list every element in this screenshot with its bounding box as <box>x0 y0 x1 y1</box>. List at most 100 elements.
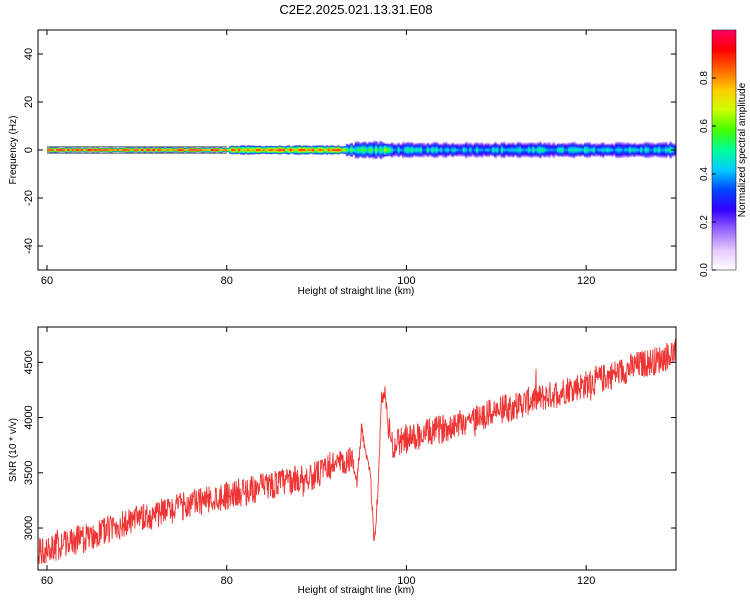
snr-panel: 60 80 100 120 3000 3500 4000 4500 Height of st… <box>8 326 677 596</box>
spectrogram-cell <box>426 141 430 159</box>
spectrogram-cell <box>383 142 387 158</box>
spectrogram-cell <box>538 140 542 160</box>
spectrogram-cell <box>359 141 363 159</box>
spectrogram-cell <box>512 141 515 159</box>
spectrogram-cell <box>181 146 185 154</box>
spectrogram-cell <box>505 142 509 158</box>
snr-y-tick-label: 3000 <box>23 516 35 540</box>
spectrogram-cell <box>498 142 502 158</box>
colorbar-ticks: 0.0 0.2 0.4 0.6 0.8 <box>699 71 716 277</box>
spectrogram-cell <box>395 142 399 158</box>
snr-y-axis-label: SNR (10 * v/v) <box>8 418 19 482</box>
spectrogram-cell <box>386 142 390 158</box>
snr-x-tick-label: 100 <box>397 575 415 587</box>
spectrogram-cell <box>451 141 455 159</box>
spectrogram-cell <box>482 142 486 158</box>
spectrogram-cell <box>444 140 448 160</box>
spectrogram-cell <box>509 141 513 159</box>
spectrogram-cell <box>368 140 372 160</box>
spectrogram-cell <box>213 146 217 154</box>
spectrogram-cell <box>543 141 547 159</box>
spectrogram-cell <box>188 146 192 154</box>
spectrogram-cell <box>431 141 434 159</box>
spectrogram-cell <box>139 147 142 153</box>
spectrogram-cell <box>487 141 491 159</box>
spectrogram-cell <box>377 141 381 159</box>
snr-x-tick-label: 120 <box>577 575 595 587</box>
spectrogram-cell <box>419 141 423 159</box>
spectrogram-cell <box>435 140 439 160</box>
spectrogram-cell <box>51 146 55 154</box>
spectrogram-cell <box>545 141 549 159</box>
spectrogram-cell <box>525 141 529 159</box>
spectrogram-y-tick-label: 0 <box>23 147 35 153</box>
spectrogram-cell <box>514 142 518 158</box>
spectrogram-y-axis-label: Frequency (Hz) <box>8 116 19 185</box>
colorbar-tick-label: 0.8 <box>699 71 710 85</box>
spectrogram-cell <box>469 141 473 159</box>
spectrogram-cell <box>307 145 311 155</box>
spectrogram-cell <box>667 142 670 158</box>
spectrogram-cell <box>100 147 104 153</box>
spectrogram-cell <box>599 141 603 159</box>
spectrogram-cell <box>453 142 457 158</box>
spectrogram-cell <box>374 139 378 161</box>
spectrogram-cell <box>462 142 466 158</box>
spectrogram-cell <box>516 140 520 160</box>
spectrogram-cell <box>235 145 239 155</box>
spectrogram-cell <box>251 144 255 156</box>
spectrogram-cell <box>640 142 643 158</box>
spectrogram-cell <box>388 142 392 158</box>
spectrogram-cell <box>64 146 68 154</box>
spectrogram-cell <box>635 142 639 158</box>
figure-title: C2E2.2025.021.13.31.E08 <box>279 2 432 17</box>
spectrogram-y-tick-label: -40 <box>23 238 35 254</box>
spectrogram-cell <box>491 142 495 158</box>
spectrogram-cell <box>55 146 59 154</box>
spectrogram-cell <box>646 140 650 160</box>
spectrogram-cell <box>348 143 351 157</box>
spectrogram-cell <box>577 142 581 158</box>
spectrogram-cell <box>523 141 527 159</box>
spectrogram-cell <box>289 145 293 155</box>
spectrogram-cell <box>460 142 464 158</box>
spectrogram-cell <box>204 147 208 153</box>
spectrogram-cell <box>76 146 80 154</box>
spectrogram-cell <box>46 147 50 153</box>
spectrogram-cell <box>309 145 313 155</box>
snr-x-ticks: 60 80 100 120 <box>41 327 595 587</box>
spectrogram-cell <box>206 147 210 153</box>
spectrogram-y-tick-label: -20 <box>23 190 35 206</box>
snr-y-tick-label: 4500 <box>23 350 35 374</box>
spectrogram-cell <box>316 144 320 156</box>
spectrogram-cell <box>642 141 646 159</box>
spectrogram-cell <box>325 144 329 156</box>
spectrogram-cell <box>399 142 403 158</box>
spectrogram-cell <box>118 147 122 153</box>
spectrogram-cell <box>246 144 250 156</box>
spectrogram-cell <box>193 146 196 154</box>
spectrogram-cell <box>583 141 587 159</box>
spectrogram-cell <box>644 140 648 160</box>
spectrogram-x-tick-label: 100 <box>397 275 415 287</box>
spectrogram-cell <box>78 147 82 153</box>
spectrogram-cell <box>410 141 414 159</box>
spectrogram-cell <box>85 147 89 153</box>
spectrogram-cell <box>233 145 237 155</box>
colorbar-tick-label: 0.6 <box>699 119 710 133</box>
colorbar-label: Normalized spectral amplitude <box>737 82 748 217</box>
spectrogram-cell <box>141 147 145 153</box>
spectrogram-cell <box>341 145 345 155</box>
spectrogram-cell <box>532 141 536 159</box>
spectrogram-cell <box>298 144 302 156</box>
spectrogram-cell <box>592 142 596 158</box>
spectrogram-cell <box>365 141 369 159</box>
spectrogram-cell <box>145 147 149 153</box>
spectrogram-cell <box>136 146 140 154</box>
spectrogram-cell <box>175 147 178 153</box>
spectrogram-cell <box>478 141 482 159</box>
spectrogram-cell <box>655 141 659 159</box>
spectrogram-cell <box>664 140 668 160</box>
spectrogram-cell <box>217 147 221 153</box>
spectrogram-cell <box>127 146 131 154</box>
